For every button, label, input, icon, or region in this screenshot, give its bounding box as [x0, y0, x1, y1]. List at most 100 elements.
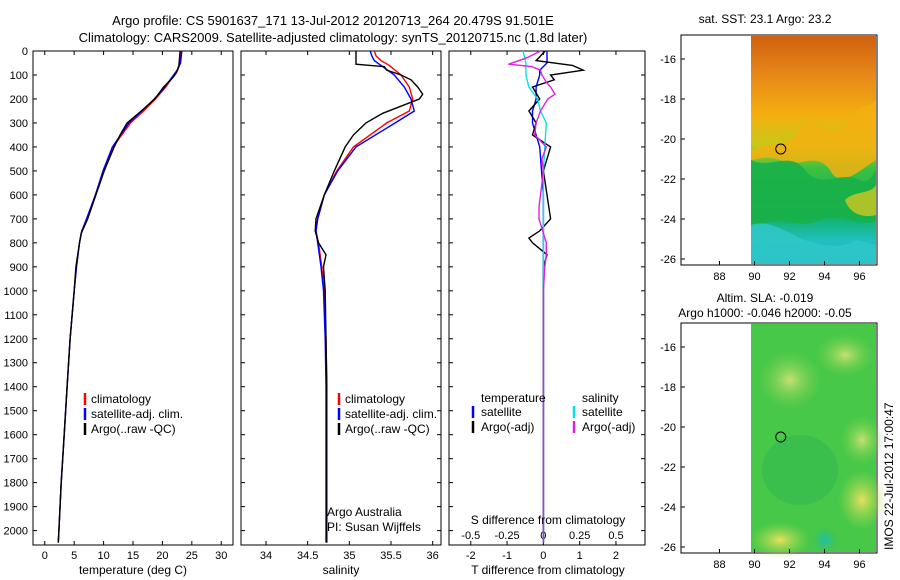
sst-map-panel: sat. SST: 23.1 Argo: 23.2 88 90 92 94 96 -16… — [660, 12, 878, 283]
sst-field — [751, 36, 876, 264]
y-tick-label: -24 — [660, 502, 676, 514]
s-difference-xlabel: S difference from climatology — [471, 513, 626, 527]
t-difference-xlabel: T difference from climatology — [471, 563, 625, 577]
sla-map-title-line2: Argo h1000: -0.046 h2000: -0.05 — [678, 306, 852, 320]
s-tick-label: -0.5 — [461, 530, 480, 542]
y-tick-label: 1400 — [4, 382, 28, 394]
x-tick-label: 25 — [186, 550, 198, 562]
x-tick-label: 94 — [818, 271, 830, 283]
x-tick-label: 88 — [713, 271, 725, 283]
y-tick-label: 1700 — [4, 454, 28, 466]
temperature-xlabel: temperature (deg C) — [79, 563, 187, 577]
y-tick-label: 2000 — [4, 526, 28, 538]
credit-argo-australia: Argo Australia — [327, 505, 402, 519]
legend-label-s-argo: Argo(-adj) — [582, 420, 635, 434]
sla-field — [750, 324, 886, 558]
s-tick-label: -0.25 — [495, 530, 520, 542]
y-tick-label: -18 — [660, 94, 676, 106]
y-tick-label: 1000 — [4, 286, 28, 298]
sla-high-blob-5 — [750, 522, 810, 558]
y-tick-label: 500 — [10, 166, 28, 178]
s-tick-label: 0.5 — [608, 530, 623, 542]
y-tick-label: 700 — [10, 214, 28, 226]
x-tick-label: 94 — [818, 559, 830, 571]
argo-location-marker — [775, 143, 787, 155]
sst-warm-patch — [845, 185, 876, 217]
y-tick-label: -16 — [660, 54, 676, 66]
x-tick-label: 92 — [783, 559, 795, 571]
difference-axes-frame — [448, 50, 646, 546]
y-tick-label: 900 — [10, 262, 28, 274]
x-tick-label: 34 — [260, 550, 272, 562]
y-tick-label: 1500 — [4, 406, 28, 418]
temperature-series — [57, 50, 183, 543]
y-tick-label: -22 — [660, 462, 676, 474]
x-tick-label: 0 — [540, 550, 546, 562]
legend-label-satellite: satellite-adj. clim. — [345, 407, 437, 421]
x-tick-label: 10 — [97, 550, 109, 562]
y-tick-label: -24 — [660, 214, 676, 226]
temperature-axes-frame — [32, 50, 234, 546]
y-tick-label: 1200 — [4, 334, 28, 346]
y-tick-label: -20 — [660, 422, 676, 434]
y-tick-label: 400 — [10, 142, 28, 154]
legend-label-s-satellite: satellite — [582, 405, 623, 419]
legend-label-t-argo: Argo(-adj) — [481, 420, 534, 434]
difference-legend-temperature: temperature satellite Argo(-adj) — [471, 391, 546, 434]
x-tick-label: 88 — [713, 559, 725, 571]
figure-title-line1: Argo profile: CS 5901637_171 13-Jul-2012… — [112, 13, 554, 28]
sla-y-ticks: -16 -18 -20 -22 -24 -26 — [660, 342, 685, 554]
x-tick-label: -2 — [466, 550, 476, 562]
sla-low-blob — [811, 526, 839, 554]
y-tick-label: 300 — [10, 118, 28, 130]
x-tick-label: 34.5 — [297, 550, 318, 562]
x-tick-label: 90 — [748, 559, 760, 571]
y-tick-label: -26 — [660, 542, 676, 554]
x-tick-label: 96 — [853, 271, 865, 283]
sla-high-blob-1 — [758, 350, 822, 410]
x-tick-label: 5 — [71, 550, 77, 562]
salinity-axes-frame — [240, 50, 442, 546]
sla-map-panel: Altim. SLA: -0.019 Argo h1000: -0.046 h2… — [660, 291, 886, 571]
y-tick-label: 800 — [10, 238, 28, 250]
x-tick-label: 30 — [215, 550, 227, 562]
sst-cool-region — [751, 223, 876, 264]
y-tick-label: 100 — [10, 70, 28, 82]
sst-x-ticks: 88 90 92 94 96 — [713, 261, 866, 283]
sst-map-title: sat. SST: 23.1 Argo: 23.2 — [699, 12, 832, 26]
salinity-panel: 34 34.5 35 35.5 36 salinity climatology sate… — [240, 50, 442, 577]
y-tick-label: 1100 — [4, 310, 28, 322]
series-argo-raw-qc- — [57, 50, 181, 543]
y-tick-label: 1800 — [4, 478, 28, 490]
difference-legend-salinity: salinity satellite Argo(-adj) — [572, 391, 635, 434]
credit-pi: PI: Susan Wijffels — [327, 520, 421, 534]
figure-title-line2: Climatology: CARS2009. Satellite-adjuste… — [79, 30, 588, 45]
temperature-legend: climatology satellite-adj. clim. Argo(..… — [83, 392, 183, 436]
legend-label-t-satellite: satellite — [481, 405, 522, 419]
x-tick-label: 36 — [427, 550, 439, 562]
y-tick-label: 1600 — [4, 430, 28, 442]
y-tick-label: -16 — [660, 342, 676, 354]
salinity-x-ticks: 34 34.5 35 35.5 36 — [241, 50, 441, 562]
sla-map-title-line1: Altim. SLA: -0.019 — [717, 291, 814, 305]
x-tick-label: 35.5 — [380, 550, 401, 562]
x-tick-label: 35 — [343, 550, 355, 562]
x-tick-label: 0 — [42, 550, 48, 562]
sla-mid-region — [762, 435, 838, 505]
legend-label-argo: Argo(..raw -QC) — [345, 422, 430, 436]
salinity-series — [314, 50, 424, 543]
difference-panel: -2 -1 0 1 2 -0.5 -0.25 0 0.25 0.5 S difference f… — [448, 50, 646, 577]
sst-y-ticks: -16 -18 -20 -22 -24 -26 — [660, 54, 685, 266]
legend-label-climatology: climatology — [91, 392, 151, 406]
x-tick-label: 2 — [613, 550, 619, 562]
y-tick-label: -20 — [660, 134, 676, 146]
sst-warm-tongue — [751, 100, 876, 179]
legend-heading-salinity: salinity — [582, 391, 619, 405]
y-tick-label: 1300 — [4, 358, 28, 370]
y-tick-label: 0 — [22, 46, 28, 58]
legend-label-climatology: climatology — [345, 392, 405, 406]
y-tick-label: 1900 — [4, 502, 28, 514]
x-tick-label: 15 — [127, 550, 139, 562]
sla-high-blob-4 — [838, 470, 886, 530]
